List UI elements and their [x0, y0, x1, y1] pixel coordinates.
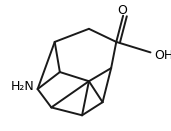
Text: O: O [117, 4, 127, 17]
Text: H₂N: H₂N [10, 80, 34, 93]
Text: OH: OH [154, 48, 171, 62]
